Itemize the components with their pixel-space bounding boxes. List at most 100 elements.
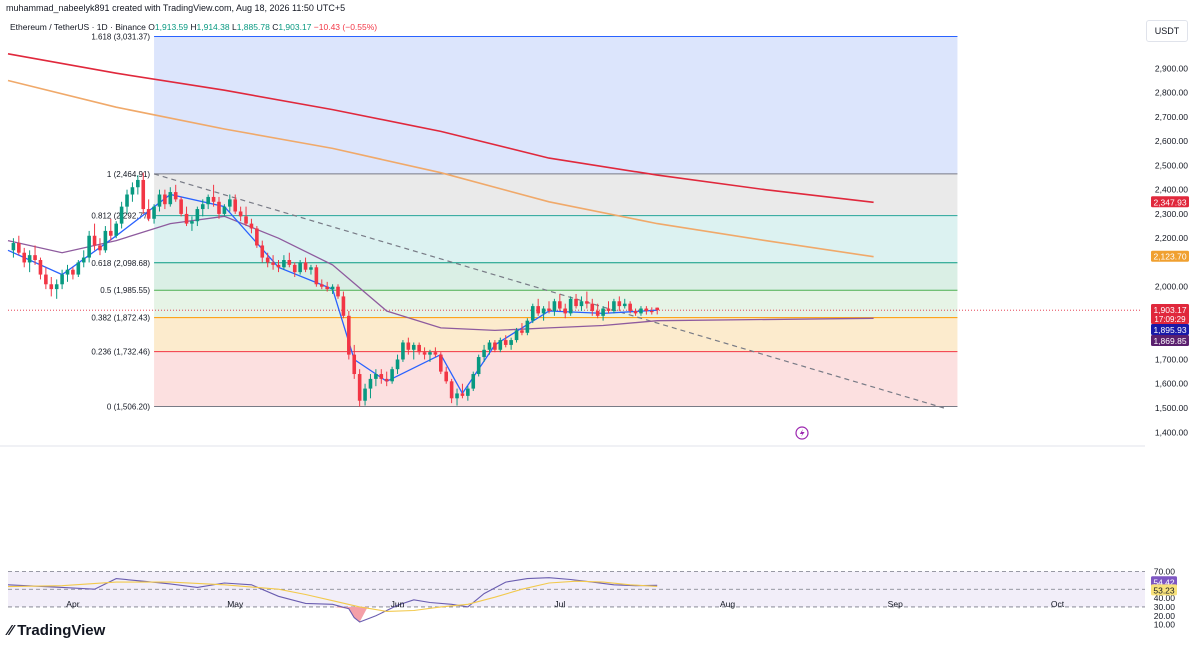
- candle-body: [33, 255, 37, 261]
- rsi-tag: 53.23: [1151, 584, 1177, 596]
- price-tag-bg: [1151, 335, 1189, 346]
- price-tag: 1,895.93: [1151, 324, 1189, 335]
- candle-body: [525, 320, 530, 333]
- price-tag-text: 1,903.17: [1153, 305, 1186, 315]
- currency-unit-button[interactable]: USDT: [1146, 20, 1188, 42]
- lightning-icon-bolt: [799, 429, 805, 437]
- candle-body: [384, 378, 389, 382]
- candle-body: [265, 257, 270, 263]
- time-label: Jun: [391, 599, 405, 609]
- candle-body: [238, 211, 243, 217]
- candle-body: [81, 257, 86, 263]
- candle-body: [146, 209, 151, 219]
- candle-body: [579, 301, 584, 307]
- candle-body: [433, 352, 438, 355]
- low-value: 1,885.78: [236, 22, 270, 32]
- price-tick-label: 2,900.00: [1155, 63, 1188, 73]
- candle-body: [303, 262, 308, 270]
- fib-level-label: 0.5 (1,985.55): [100, 286, 150, 295]
- candle-body: [211, 196, 216, 202]
- time-label: Sep: [888, 599, 903, 609]
- candle-body: [195, 209, 200, 222]
- fib-zone: [154, 173, 958, 216]
- candle-body: [395, 359, 400, 370]
- candle-body: [552, 301, 557, 311]
- ma-50-line: [7, 215, 874, 332]
- rsi-tick-label: 20.00: [1154, 611, 1176, 621]
- candle-body: [27, 255, 32, 263]
- candle-body: [49, 284, 54, 290]
- candle-body: [11, 243, 16, 251]
- candle-body: [130, 187, 135, 195]
- candle-body: [352, 354, 357, 375]
- rsi-tick-label: 10.00: [1154, 620, 1176, 630]
- candle-body: [60, 274, 64, 285]
- candle-body: [87, 235, 91, 258]
- candle-body: [200, 204, 205, 210]
- candle-body: [406, 342, 411, 350]
- candle-body: [622, 303, 627, 307]
- candle-body: [341, 296, 346, 316]
- candle-body: [428, 352, 432, 355]
- candle-body: [390, 369, 394, 382]
- candle-body: [222, 206, 227, 214]
- candle-body: [449, 381, 454, 399]
- rsi-signal-line: [7, 580, 658, 612]
- candle-body: [401, 342, 405, 360]
- candle-body: [466, 388, 470, 396]
- candle-body: [628, 303, 632, 311]
- candle-body: [114, 223, 118, 236]
- time-axis: Apr May Jun Jul Aug Sep Oct: [66, 599, 1064, 609]
- fib-level-label: 0 (1,506.20): [107, 402, 150, 411]
- candle-body: [612, 301, 616, 311]
- candle-body: [206, 196, 210, 205]
- rsi-oversold-fill: [332, 606, 368, 622]
- lightning-icon: [795, 426, 809, 440]
- candle-body: [476, 357, 481, 375]
- candle-body: [233, 199, 238, 212]
- candle-body: [655, 307, 659, 311]
- price-tick-label: 2,800.00: [1155, 88, 1188, 98]
- time-label: May: [227, 599, 244, 609]
- candle-body: [417, 344, 421, 353]
- fib-level-label: 1 (2,464.91): [107, 170, 150, 179]
- symbol-legend: Ethereum / TetherUS · 1D · Binance O1,91…: [10, 22, 377, 32]
- candle-body: [357, 374, 362, 401]
- candle-body: [563, 308, 568, 314]
- candle-body: [649, 310, 654, 313]
- price-tick-label: 2,700.00: [1155, 112, 1188, 122]
- candle-body: [136, 179, 140, 188]
- fib-levels: 1.618 (3,031.37)1 (2,464.91)0.812 (2,292…: [91, 32, 958, 411]
- candle-body: [168, 192, 173, 205]
- price-tag-bg: [1151, 304, 1189, 324]
- candle-body: [568, 298, 573, 314]
- candle-body: [157, 194, 162, 207]
- candle-body: [422, 352, 427, 355]
- price-tag-text: 2,347.93: [1153, 197, 1186, 207]
- candle-body: [493, 342, 497, 350]
- price-tag-text: 1,869.85: [1153, 336, 1186, 346]
- low-label: L: [231, 22, 237, 32]
- candle-body: [368, 378, 373, 389]
- price-tag: 2,123.70: [1151, 250, 1189, 262]
- candle-body: [287, 260, 292, 265]
- candle-body: [276, 264, 281, 268]
- candle-body: [292, 264, 297, 273]
- fib-level-label: 0.382 (1,872.43): [91, 314, 150, 323]
- tradingview-logo[interactable]: ⁄⁄ TradingView: [8, 622, 105, 639]
- candle-body: [108, 230, 113, 236]
- candle-body: [163, 194, 167, 205]
- candle-body: [601, 308, 605, 316]
- ma-100-line: [7, 79, 874, 258]
- candle-body: [639, 308, 643, 314]
- candle-body: [595, 310, 600, 316]
- fib-level-label: 0.236 (1,732.46): [91, 348, 150, 357]
- price-tick-label: 2,300.00: [1155, 209, 1188, 219]
- candle-body: [363, 388, 367, 401]
- price-tag-text: 1,895.93: [1153, 325, 1186, 335]
- candle-body: [379, 374, 384, 379]
- candlesticks: [11, 172, 659, 407]
- price-tag: 1,869.85: [1151, 335, 1189, 346]
